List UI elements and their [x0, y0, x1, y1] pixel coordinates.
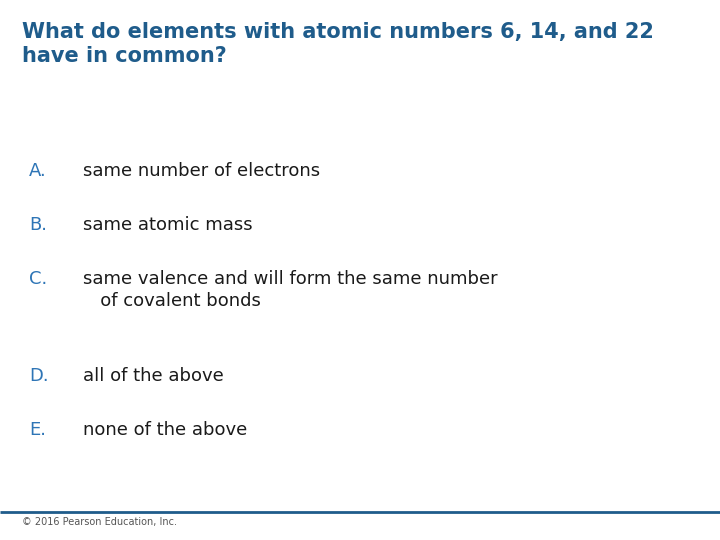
Text: none of the above: none of the above [83, 421, 247, 439]
Text: same valence and will form the same number
   of covalent bonds: same valence and will form the same numb… [83, 270, 498, 310]
Text: E.: E. [29, 421, 46, 439]
Text: same atomic mass: same atomic mass [83, 216, 253, 234]
Text: © 2016 Pearson Education, Inc.: © 2016 Pearson Education, Inc. [22, 517, 176, 528]
Text: D.: D. [29, 367, 48, 385]
Text: A.: A. [29, 162, 47, 180]
Text: same number of electrons: same number of electrons [83, 162, 320, 180]
Text: B.: B. [29, 216, 47, 234]
Text: What do elements with atomic numbers 6, 14, and 22
have in common?: What do elements with atomic numbers 6, … [22, 22, 654, 65]
Text: all of the above: all of the above [83, 367, 223, 385]
Text: C.: C. [29, 270, 47, 288]
